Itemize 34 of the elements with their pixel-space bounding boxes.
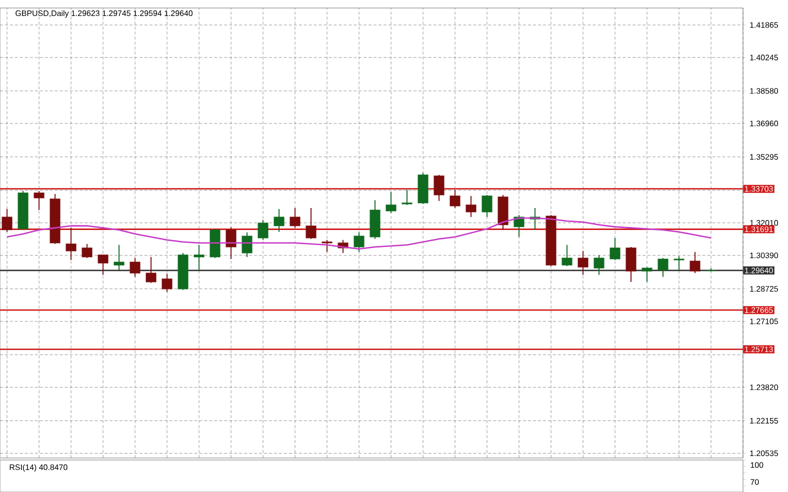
candlestick [610, 237, 620, 261]
candlestick [386, 191, 396, 214]
candlestick [146, 256, 156, 284]
candlestick [402, 189, 412, 206]
candlestick [162, 273, 172, 292]
candlestick [658, 257, 668, 278]
candlestick [274, 208, 284, 232]
candlestick [482, 194, 492, 218]
candlestick [242, 232, 252, 258]
candlestick [194, 244, 204, 271]
candlestick [514, 214, 524, 238]
candlestick [66, 227, 76, 261]
candlestick [626, 246, 636, 282]
candlestick [258, 220, 268, 240]
candlestick [466, 195, 476, 218]
candlestick [562, 244, 572, 267]
candlestick [642, 266, 652, 282]
candlestick [674, 256, 684, 271]
candlestick [130, 257, 140, 278]
candlestick [2, 208, 12, 232]
candlestick [82, 243, 92, 258]
candlestick [226, 226, 236, 260]
candlestick [450, 189, 460, 208]
candlestick [290, 207, 300, 228]
candlestick [594, 254, 604, 276]
candlestick [322, 239, 332, 252]
candlestick [690, 251, 700, 274]
candlestick [306, 207, 316, 240]
candlestick [114, 244, 124, 271]
candlestick [98, 254, 108, 276]
candlestick [34, 190, 44, 211]
candlestick [434, 174, 444, 202]
candlestick [354, 232, 364, 252]
candlestick [578, 250, 588, 276]
